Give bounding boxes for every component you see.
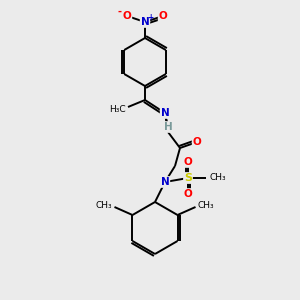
Text: O: O — [159, 11, 167, 21]
Text: O: O — [193, 137, 201, 147]
Text: N: N — [160, 177, 169, 187]
Text: +: + — [147, 14, 153, 22]
Text: N: N — [160, 108, 169, 118]
Text: N: N — [141, 17, 149, 27]
Text: O: O — [184, 189, 192, 199]
Text: S: S — [184, 173, 192, 183]
Text: O: O — [184, 157, 192, 167]
Text: O: O — [123, 11, 131, 21]
Text: -: - — [118, 7, 122, 17]
Text: CH₃: CH₃ — [197, 202, 214, 211]
Text: CH₃: CH₃ — [96, 202, 112, 211]
Text: H: H — [164, 122, 172, 132]
Text: CH₃: CH₃ — [209, 173, 226, 182]
Text: H₃C: H₃C — [110, 104, 126, 113]
